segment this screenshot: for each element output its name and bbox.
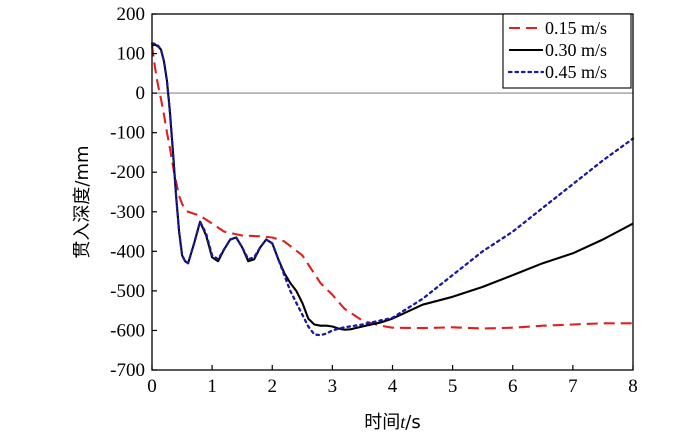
x-tick-label: 2 [268, 376, 278, 397]
x-axis-title-part: 时间 [364, 412, 400, 433]
y-tick-label: 0 [136, 83, 146, 104]
series-line-0-45-m-s [150, 42, 635, 337]
x-tick-label: 8 [628, 376, 638, 397]
x-tick-label: 5 [448, 376, 458, 397]
x-axis-title-variable: t [400, 412, 406, 432]
y-tick-label: -600 [110, 320, 145, 341]
x-tick-label: 3 [328, 376, 338, 397]
x-tick-label: 1 [207, 376, 217, 397]
legend-label: 0.15 m/s [545, 18, 607, 38]
legend-label: 0.45 m/s [545, 62, 607, 82]
y-tick-label: -300 [110, 202, 145, 223]
series-layer [150, 42, 635, 337]
legend: 0.15 m/s0.30 m/s0.45 m/s [502, 13, 632, 89]
y-tick-label: 100 [117, 44, 146, 65]
x-tick-label: 6 [508, 376, 518, 397]
legend-label: 0.30 m/s [545, 40, 607, 60]
x-tick-label: 4 [388, 376, 398, 397]
x-axis-title-part: /s [405, 412, 420, 433]
series-line-0-15-m-s [150, 45, 633, 330]
y-tick-label: -500 [110, 281, 145, 302]
x-axis-title: 时间t/s [364, 412, 420, 433]
y-tick-label: -700 [110, 360, 145, 381]
y-tick-label: 200 [117, 4, 146, 25]
y-tick-label: -200 [110, 162, 145, 183]
y-tick-label: -400 [110, 241, 145, 262]
tick-layer: 0 1 2 3 4 5 6 7 8 200 100 0 -100 -200 -300 -400 -500 -600… [110, 4, 638, 397]
x-tick-label: 7 [568, 376, 578, 397]
x-tick-label: 0 [147, 376, 157, 397]
y-axis-title: 贯入深度/mm [72, 145, 93, 258]
y-tick-label: -100 [110, 123, 145, 144]
